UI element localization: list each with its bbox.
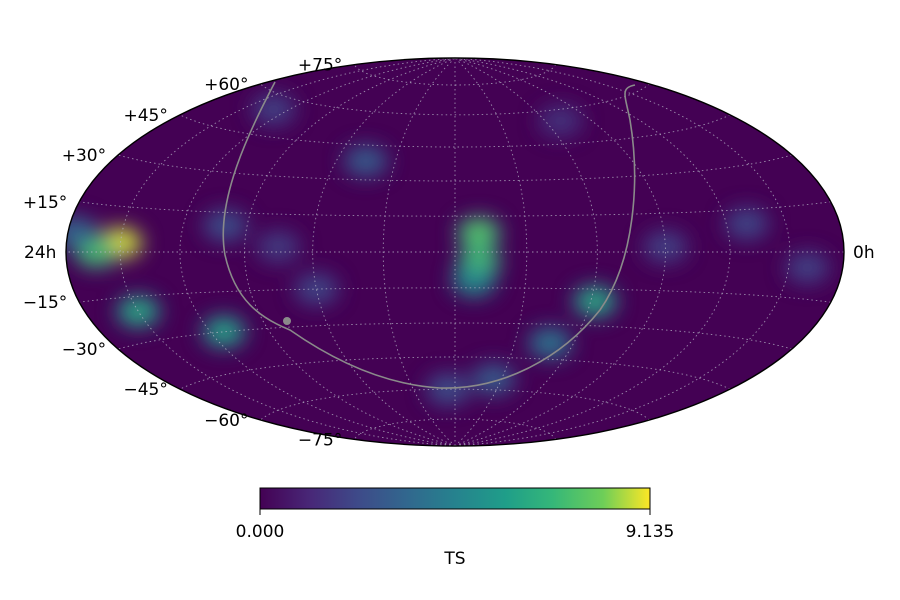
ts-hotspot [643,230,688,263]
ts-hotspot-core [127,303,150,320]
lat-tick-label: +75° [298,56,342,76]
lat-tick-label: +45° [124,106,168,126]
ts-hotspot [724,207,769,240]
graticule [66,58,844,446]
lat-tick-label: −45° [124,380,168,400]
colorbar-title: TS [443,549,465,569]
parallel-line [117,154,793,182]
colorbar-max-label: 9.135 [626,522,675,542]
galactic-plane-line [222,81,636,389]
ts-hotspot [294,273,339,306]
meridian-line [454,58,666,446]
ts-hotspot-core [467,224,490,241]
colorbar: 0.000 9.135 TS [236,487,675,569]
lat-tick-labels: +75° +60° +45° +30° +15° −15° −30° −45° −60° −75° [23,56,342,451]
meridian-line [244,58,456,446]
meridian-line [179,58,456,446]
ts-hotspot-core [584,293,607,310]
lon-label-left: 24h [24,243,56,263]
ts-hotspot [528,327,573,360]
colorbar-min-label: 0.000 [236,522,285,542]
ts-hotspot [251,93,296,126]
lat-tick-label: −75° [298,430,342,450]
ts-hotspot [66,216,97,249]
lat-tick-label: −30° [62,340,106,360]
meridian-line [454,58,528,446]
ts-hotspot-core [212,323,235,340]
meridian-line [119,58,456,446]
meridian-line [382,58,456,446]
ts-hotspot [426,373,471,406]
ts-hotspot [451,264,496,297]
sky-border [65,57,845,447]
lat-tick-label: +15° [23,193,67,213]
ts-hotspot [343,145,388,178]
ts-hotspot [203,209,248,242]
lat-tick-label: +30° [62,146,106,166]
ts-hotspot [785,251,830,284]
meridian-line [454,58,731,446]
parallel-line [260,83,650,116]
meridian-line [454,58,791,446]
parallel-line [260,388,650,421]
lat-tick-label: −60° [204,411,248,431]
colorbar-gradient [259,487,651,510]
lat-tick-label: +60° [204,75,248,95]
lon-label-right: 0h [853,243,875,263]
galactic-center-marker [283,317,291,325]
ts-hotspot [538,104,583,137]
ts-hotspot [256,230,301,263]
lat-tick-label: −15° [23,293,67,313]
